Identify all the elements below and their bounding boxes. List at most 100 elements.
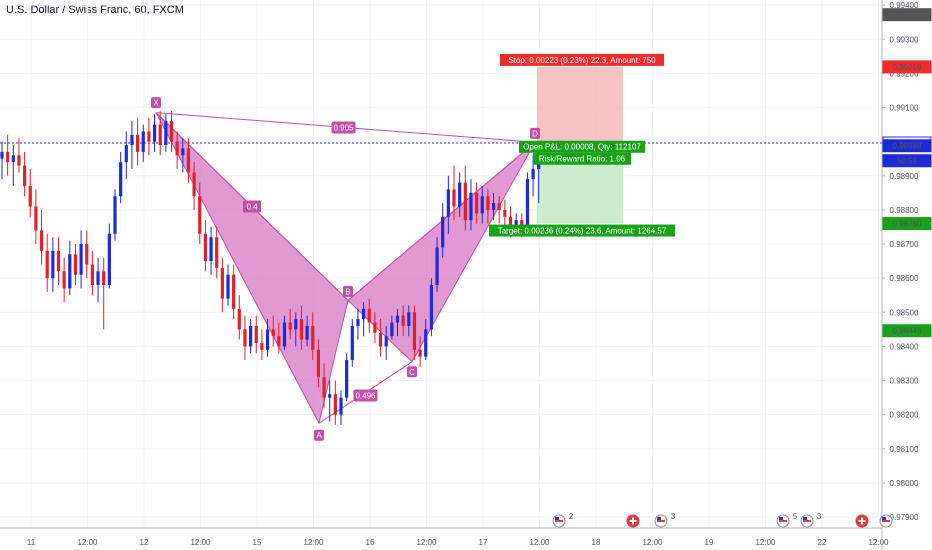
- candle-body: [85, 244, 89, 265]
- position-label-bg: [519, 140, 645, 153]
- us-stripe: [882, 520, 890, 522]
- pattern-point-label: A: [316, 431, 322, 440]
- x-tick-label: 12:00: [190, 538, 211, 547]
- us-canton: [657, 517, 661, 520]
- us-canton: [555, 517, 559, 520]
- candle-body: [158, 124, 162, 146]
- x-tick-label: 12:00: [868, 538, 889, 547]
- position-label: Target: 0.00236 (0.24%) 23.6, Amount: 12…: [498, 227, 667, 236]
- price-badge: [882, 217, 932, 231]
- candle-body: [113, 196, 117, 234]
- event-count: 3: [817, 512, 822, 521]
- us-canton: [803, 517, 807, 520]
- candle-body: [491, 203, 496, 210]
- candle-body: [378, 332, 383, 347]
- candle-body: [254, 325, 258, 344]
- candle-body: [34, 206, 38, 231]
- x-tick-label: 12:00: [77, 538, 98, 547]
- pattern-point-marker: [407, 366, 417, 378]
- candle-body: [424, 329, 428, 357]
- event-count: 3: [671, 512, 676, 521]
- candle-body: [169, 121, 174, 142]
- candle-body: [271, 329, 275, 337]
- candle-body: [475, 192, 479, 214]
- y-tick-label: 0.98600: [890, 274, 919, 283]
- candle-body: [497, 203, 501, 210]
- y-tick-label: 0.99300: [890, 35, 919, 44]
- candle-body: [237, 308, 241, 330]
- candle-body: [418, 349, 422, 357]
- price-badge: [882, 8, 932, 22]
- candle-body: [260, 343, 264, 350]
- x-tick-label: 16: [366, 538, 375, 547]
- candle-body: [141, 131, 145, 152]
- event-count: 2: [569, 512, 574, 521]
- us-canton: [779, 517, 783, 520]
- y-tick-label: 0.99400: [890, 1, 919, 10]
- candle-body: [102, 271, 106, 285]
- candle-body: [503, 209, 507, 217]
- y-tick-label: 0.98200: [890, 411, 919, 420]
- candle-body: [79, 244, 83, 275]
- candles: [0, 110, 541, 425]
- candle-body: [401, 315, 405, 326]
- price-badge: [882, 324, 932, 338]
- candle-body: [299, 319, 304, 340]
- price-badge-label: 0.99219: [893, 63, 922, 72]
- us-stripe: [555, 520, 563, 522]
- ratio-badge: [243, 200, 261, 213]
- price-badge: [882, 139, 932, 153]
- candle-body: [147, 131, 151, 142]
- position-label: Open P&L: 0.00008, Qty: 112107: [523, 143, 641, 152]
- y-tick-label: 0.99100: [890, 104, 919, 113]
- pattern-point-marker: [314, 429, 324, 441]
- us-stripe: [803, 520, 811, 522]
- candle-body: [328, 394, 332, 398]
- ratio-label: 0.496: [355, 392, 376, 401]
- candle-body: [130, 134, 134, 146]
- candle-body: [373, 322, 377, 333]
- candle-body: [232, 274, 236, 309]
- candle-body: [277, 336, 281, 347]
- us-stripe: [779, 520, 787, 522]
- stop-zone: [537, 66, 623, 146]
- chart-title: U.S. Dollar / Swiss Franc, 60, FXCM: [6, 4, 184, 16]
- candle-body: [384, 336, 388, 347]
- candle-body: [395, 315, 400, 323]
- y-tick-label: 0.98400: [890, 342, 919, 351]
- y-tick-label: 0.99200: [890, 69, 919, 78]
- candle-body: [11, 155, 15, 163]
- x-tick-label: 11: [27, 538, 36, 547]
- candle-body: [90, 264, 94, 285]
- x-tick-label: 17: [479, 538, 488, 547]
- x-tick-label: 12:00: [529, 538, 550, 547]
- candle-body: [407, 312, 411, 326]
- candle-body: [531, 168, 535, 180]
- position-label: Stop: 0.00223 (0.23%) 22.3, Amount: 750: [508, 56, 656, 65]
- x-tick-label: 22: [818, 538, 827, 547]
- pattern-point-label: C: [409, 368, 415, 377]
- candle-body: [508, 216, 513, 227]
- x-tick-label: 15: [253, 538, 262, 547]
- y-tick-label: 0.97900: [890, 513, 919, 522]
- x-tick-label: 12:00: [755, 538, 776, 547]
- candle-body: [333, 394, 337, 415]
- candle-body: [356, 319, 360, 326]
- y-tick-label: 0.98300: [890, 377, 919, 386]
- candle-body: [452, 189, 456, 207]
- candle-body: [181, 148, 185, 156]
- candle-body: [39, 230, 44, 251]
- candle-body: [362, 308, 366, 320]
- candle-body: [282, 322, 287, 347]
- position-labels: Stop: 0.00223 (0.23%) 22.3, Amount: 750 O…: [489, 53, 675, 237]
- swiss-cross-h: [858, 520, 866, 522]
- candle-body: [56, 250, 61, 272]
- candle-body: [412, 312, 417, 350]
- y-tick-label: 0.98800: [890, 206, 919, 215]
- candle-body: [305, 325, 309, 340]
- candle-body: [175, 141, 179, 156]
- candle-body: [45, 250, 49, 279]
- candle-body: [311, 325, 315, 350]
